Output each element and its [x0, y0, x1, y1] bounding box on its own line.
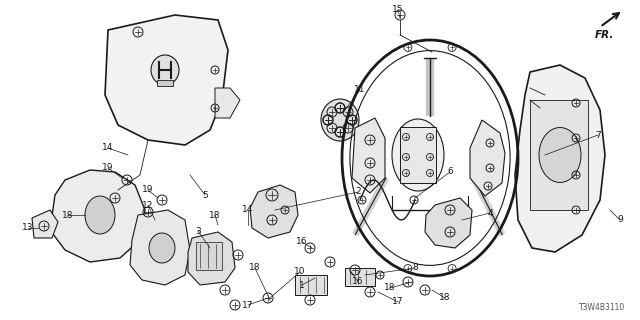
- Text: 2: 2: [355, 188, 361, 196]
- Text: FR.: FR.: [595, 30, 614, 40]
- Text: 6: 6: [447, 167, 453, 177]
- Text: 12: 12: [142, 201, 154, 210]
- Text: 17: 17: [243, 300, 253, 309]
- Text: 16: 16: [352, 277, 364, 286]
- Polygon shape: [515, 65, 605, 252]
- Ellipse shape: [85, 196, 115, 234]
- Text: 4: 4: [487, 209, 493, 218]
- Text: 8: 8: [412, 263, 418, 273]
- Text: 3: 3: [195, 227, 201, 236]
- Text: 18: 18: [439, 293, 451, 302]
- Text: 17: 17: [392, 298, 404, 307]
- Text: 14: 14: [102, 143, 114, 153]
- Text: 19: 19: [102, 164, 114, 172]
- Ellipse shape: [321, 99, 359, 141]
- Polygon shape: [130, 210, 190, 285]
- Text: 7: 7: [595, 131, 601, 140]
- Text: 19: 19: [142, 186, 154, 195]
- Text: 18: 18: [384, 284, 396, 292]
- Bar: [530, 100, 588, 210]
- Bar: [400, 127, 436, 183]
- Text: 18: 18: [62, 211, 74, 220]
- Text: 18: 18: [209, 211, 221, 220]
- Polygon shape: [32, 210, 58, 238]
- Bar: [157, 80, 173, 86]
- Text: 15: 15: [392, 5, 404, 14]
- Polygon shape: [470, 120, 505, 196]
- Text: 16: 16: [296, 237, 308, 246]
- Text: 18: 18: [249, 263, 260, 273]
- Bar: [196, 242, 222, 270]
- Ellipse shape: [149, 233, 175, 263]
- Polygon shape: [50, 170, 145, 262]
- Text: 5: 5: [202, 190, 208, 199]
- Text: 9: 9: [617, 215, 623, 225]
- Text: 11: 11: [355, 85, 365, 94]
- Text: 1: 1: [299, 281, 305, 290]
- Text: 13: 13: [22, 223, 34, 233]
- Ellipse shape: [539, 127, 581, 182]
- Ellipse shape: [151, 55, 179, 85]
- Polygon shape: [188, 232, 235, 285]
- Polygon shape: [352, 118, 385, 193]
- Text: 14: 14: [243, 205, 253, 214]
- Polygon shape: [425, 198, 472, 248]
- Polygon shape: [215, 88, 240, 118]
- Ellipse shape: [392, 119, 444, 191]
- Polygon shape: [250, 185, 298, 238]
- Polygon shape: [105, 15, 228, 145]
- Bar: [345, 268, 375, 286]
- Text: 10: 10: [294, 268, 306, 276]
- Text: T3W4B3110: T3W4B3110: [579, 303, 625, 312]
- Bar: [295, 275, 327, 295]
